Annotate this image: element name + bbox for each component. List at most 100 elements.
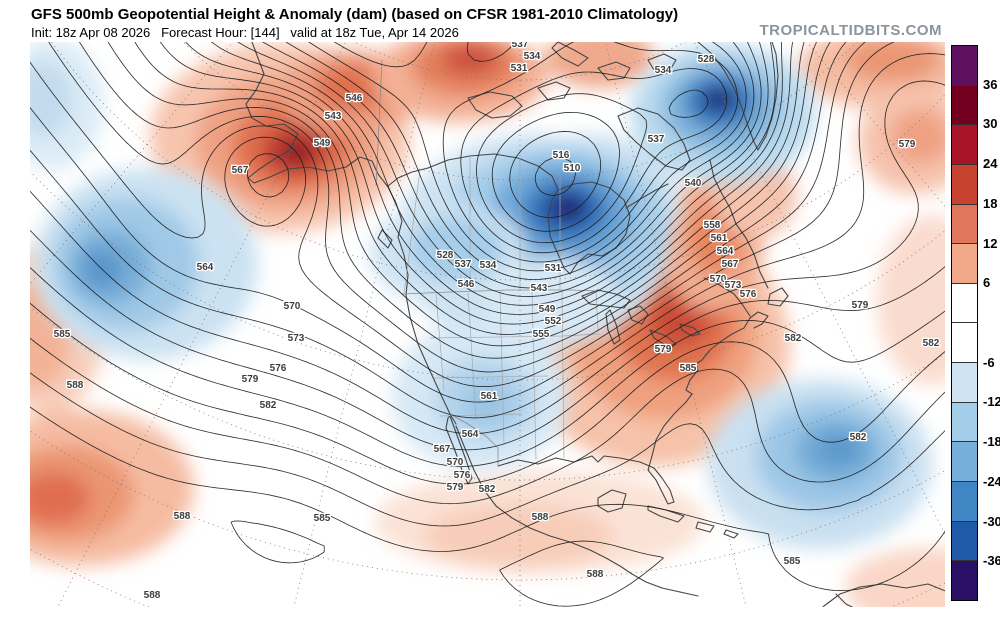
contour-label: 537	[512, 39, 529, 50]
colorbar-segment	[952, 560, 977, 600]
yucatan	[597, 489, 627, 513]
contour-label: 567	[434, 444, 451, 455]
contour-label: 573	[288, 333, 305, 344]
contour-label: 588	[587, 569, 604, 580]
warm-anomaly-region	[845, 42, 941, 82]
contour-label: 585	[54, 329, 71, 340]
contour-label: 534	[524, 51, 541, 62]
watermark: TROPICALTIDBITS.COM	[759, 22, 942, 39]
init-forecast-valid-line: Init: 18z Apr 08 2026 Forecast Hour: [14…	[31, 25, 459, 40]
contour-label: 564	[197, 262, 214, 273]
contour-label: 588	[532, 512, 549, 523]
contour-label: 582	[479, 484, 496, 495]
contour-label: 570	[710, 274, 727, 285]
contour-label: 516	[553, 150, 570, 161]
coastline-hudson-bay	[547, 181, 669, 275]
colorbar-segment	[952, 401, 977, 442]
contour-label: 531	[511, 63, 528, 74]
warm-anomaly-region	[30, 472, 90, 524]
contour-label: 543	[531, 283, 548, 294]
contour-label: 570	[447, 457, 464, 468]
contour-label: 579	[655, 344, 672, 355]
colorbar-segment	[952, 243, 977, 283]
warm-anomaly-region	[877, 215, 945, 385]
colorbar-segment	[952, 322, 977, 363]
contour-label: 576	[270, 363, 287, 374]
colorbar-segment	[952, 362, 977, 402]
contour-label: 561	[711, 233, 728, 244]
colorbar-tick-label: -36	[983, 553, 1000, 569]
height-contour-543	[185, 42, 783, 315]
colorbar-tick-label: 6	[983, 275, 991, 291]
height-contour-570	[30, 80, 945, 435]
contour-label: 579	[242, 374, 259, 385]
height-contour-576	[30, 267, 945, 467]
contour-label: 555	[533, 329, 550, 340]
colorbar-segment	[952, 46, 977, 85]
colorbar-tick-label: 30	[983, 116, 998, 132]
height-contour-561	[30, 42, 866, 388]
height-contour-573	[30, 230, 945, 451]
coastline-baja	[445, 415, 473, 485]
contour-label: 579	[447, 482, 464, 493]
warm-anomaly-region	[890, 110, 945, 164]
contour-label: 537	[455, 259, 472, 270]
contour-label: 585	[680, 363, 697, 374]
contour-label: 510	[564, 163, 581, 174]
contour-label: 528	[698, 54, 715, 65]
coastline-south-america	[822, 583, 945, 607]
warm-anomaly-region	[845, 548, 945, 607]
cold-anomaly-region	[709, 91, 729, 107]
cold-anomaly-region	[30, 61, 73, 137]
height-contour-588	[30, 406, 945, 592]
cold-anomaly-region	[555, 198, 581, 218]
colorbar-segment	[952, 481, 977, 521]
height-contour-layer	[30, 42, 945, 607]
height-contour-531	[285, 42, 755, 280]
colorbar-segment	[952, 441, 977, 482]
colorbar-tick-label: 12	[983, 235, 998, 251]
longitude-line	[693, 42, 945, 535]
contour-label: 585	[784, 556, 801, 567]
height-contour-510	[534, 156, 576, 196]
colorbar-segment	[952, 84, 977, 125]
colorbar-segment	[952, 124, 977, 164]
contour-label: 579	[852, 300, 869, 311]
height-contour-585	[30, 372, 945, 527]
colorbar-segment	[952, 203, 977, 244]
colorbar-ticks: 36 30 24 18 12 6 -6 -12 -18 -24 -30 -36	[983, 45, 1000, 601]
chart-title: GFS 500mb Geopotential Height & Anomaly …	[31, 6, 679, 23]
anomaly-colorbar	[951, 45, 978, 601]
height-contour-525	[334, 42, 738, 263]
colorbar-tick-label: -6	[983, 354, 995, 370]
contour-label: 531	[545, 263, 562, 274]
colorbar-segment	[952, 163, 977, 204]
longitude-line	[604, 42, 747, 607]
anomaly-shading-layer	[30, 42, 945, 607]
height-contour-591	[230, 520, 664, 607]
warm-anomaly-region	[423, 504, 613, 568]
height-contour-534	[262, 42, 762, 289]
height-contour-522	[460, 68, 728, 254]
longitude-line	[57, 42, 347, 607]
height-contour-582	[30, 337, 945, 505]
warm-anomaly-region	[442, 43, 498, 75]
cold-anomaly-blobs	[30, 42, 932, 549]
height-contour-519	[476, 89, 709, 244]
contour-label: 549	[539, 304, 556, 315]
contour-label: 537	[648, 134, 665, 145]
national-borders	[375, 59, 601, 466]
colorbar-segment	[952, 282, 977, 323]
contour-label: 543	[325, 111, 342, 122]
height-contour-549	[134, 42, 805, 335]
cold-anomaly-region	[408, 216, 504, 282]
colorbar-tick-label: 36	[983, 76, 998, 92]
height-contour-513	[509, 130, 602, 218]
height-contour-555	[79, 42, 831, 359]
contour-label: 534	[655, 65, 672, 76]
contour-label: 579	[899, 139, 916, 150]
contour-label: 564	[462, 429, 479, 440]
height-contour-558	[48, 42, 847, 373]
colorbar-tick-label: -12	[983, 394, 1000, 410]
contour-label: 576	[454, 470, 471, 481]
